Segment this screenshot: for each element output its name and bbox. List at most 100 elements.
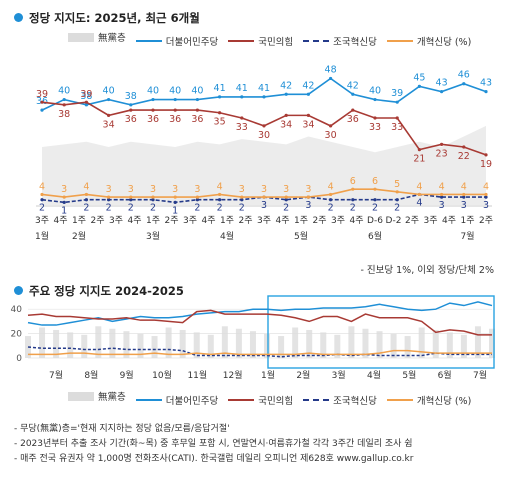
point-democratic xyxy=(195,97,199,102)
chart2-plot: 0 20 40 7월 8월 9월 10월 11월 12월 1월 2월 3월 4월 5월 6월 7월 xyxy=(11,295,495,381)
legend-label: 국민의힘 xyxy=(258,36,294,48)
point-democratic xyxy=(262,95,266,99)
data-label-democratic: 43 xyxy=(480,78,492,89)
point-rebuilding xyxy=(440,195,444,199)
data-label-democratic: 41 xyxy=(214,83,226,94)
week-tick-label: 2주 xyxy=(238,215,252,226)
month-tick-label: 2월 xyxy=(296,369,310,381)
point-reform xyxy=(417,192,421,197)
independent-bar xyxy=(320,332,327,358)
month-tick-label: 5월 xyxy=(294,230,308,242)
week-tick-label: 3주 xyxy=(35,215,49,226)
legend-label: 조국혁신당 xyxy=(333,36,377,48)
legend-label: 조국혁신당 xyxy=(333,395,377,407)
week-tick-label: 2주 xyxy=(312,215,326,226)
point-reform xyxy=(151,195,155,199)
data-label-democratic: 41 xyxy=(236,83,248,94)
independent-area xyxy=(42,125,486,205)
data-label-rebuilding: 2 xyxy=(194,203,200,214)
data-label-democratic: 42 xyxy=(302,80,314,91)
data-label-democratic: 40 xyxy=(103,86,115,97)
week-tick-label: 1주 xyxy=(146,215,160,226)
independent-bar xyxy=(123,331,130,358)
independent-bar xyxy=(334,334,341,358)
point-reform xyxy=(351,187,355,191)
month-tick-label: 3월 xyxy=(332,369,346,381)
point-democratic xyxy=(151,97,155,102)
data-label-ppp: 39 xyxy=(80,89,92,100)
point-rebuilding xyxy=(195,198,199,202)
independent-bar xyxy=(109,328,116,358)
legend-swatch-icon xyxy=(135,39,162,42)
week-tick-label: 2주 xyxy=(479,215,493,226)
independent-bar xyxy=(376,331,383,358)
month-tick-label: 9월 xyxy=(120,369,134,381)
data-label-reform: 3 xyxy=(150,184,156,195)
note-right: - 진보당 1%, 이외 정당/단체 2% xyxy=(360,265,494,276)
month-tick-label: 7월 xyxy=(460,230,474,242)
point-ppp xyxy=(173,108,177,112)
data-label-rebuilding: 2 xyxy=(350,203,356,214)
point-democratic xyxy=(373,97,377,102)
independent-bar xyxy=(362,328,369,358)
data-label-rebuilding: 2 xyxy=(39,203,45,214)
data-label-democratic: 39 xyxy=(391,88,403,99)
chart2-title: 주요 정당 지지도 2024-2025 xyxy=(14,283,184,299)
point-ppp xyxy=(62,103,66,107)
bullet-icon xyxy=(14,13,23,22)
point-ppp xyxy=(306,113,310,117)
point-rebuilding xyxy=(351,198,355,202)
data-label-ppp: 34 xyxy=(280,119,292,130)
week-tick-label: 3주 xyxy=(423,215,437,226)
data-label-rebuilding: 2 xyxy=(239,203,245,214)
legend-label: 국민의힘 xyxy=(258,395,294,407)
data-label-ppp: 34 xyxy=(302,119,314,130)
legend-swatch-icon xyxy=(303,398,330,401)
data-label-rebuilding: 1 xyxy=(61,205,67,216)
data-label-democratic: 40 xyxy=(191,86,203,97)
legend-item: 조국혁신당 xyxy=(303,393,377,407)
point-ppp xyxy=(262,124,266,128)
week-tick-label: 2주 xyxy=(90,215,104,226)
data-label-rebuilding: 4 xyxy=(416,197,422,208)
point-ppp xyxy=(351,108,355,112)
data-label-democratic: 40 xyxy=(147,86,159,97)
data-label-ppp: 36 xyxy=(347,114,359,125)
point-reform xyxy=(329,192,333,197)
point-ppp xyxy=(218,111,222,115)
data-label-rebuilding: 2 xyxy=(128,203,134,214)
point-reform xyxy=(107,195,111,199)
week-tick-label: 4주 xyxy=(53,215,67,226)
point-ppp xyxy=(484,153,488,157)
week-tick-label: 3주 xyxy=(109,215,123,226)
point-democratic xyxy=(218,95,222,99)
point-democratic xyxy=(484,90,488,94)
point-reform xyxy=(262,195,266,199)
legend-item: 無黨층 xyxy=(68,389,126,403)
point-ppp xyxy=(84,100,88,104)
independent-bar xyxy=(221,326,228,358)
point-democratic xyxy=(107,97,111,102)
data-label-ppp: 36 xyxy=(125,114,137,125)
point-rebuilding xyxy=(40,198,44,202)
point-democratic xyxy=(395,100,399,104)
point-rebuilding xyxy=(329,198,333,202)
point-rebuilding xyxy=(240,198,244,202)
week-tick-label: 1주 xyxy=(294,215,308,226)
data-label-reform: 6 xyxy=(372,176,378,187)
data-label-rebuilding: 3 xyxy=(483,200,489,211)
independent-bar xyxy=(165,327,172,358)
data-label-democratic: 40 xyxy=(58,86,70,97)
point-democratic xyxy=(62,97,66,102)
month-tick-label: 2월 xyxy=(72,230,86,242)
data-label-reform: 4 xyxy=(416,181,422,192)
point-ppp xyxy=(329,124,333,128)
independent-bar xyxy=(81,334,88,358)
point-reform xyxy=(395,190,399,194)
legend-item: 더불어민주당 xyxy=(135,34,218,48)
footnote-1: - 무당(無黨)층='현재 지지하는 정당 없음/모름/응답거절' xyxy=(14,424,230,434)
independent-bar xyxy=(432,329,439,358)
point-ppp xyxy=(240,116,244,120)
point-reform xyxy=(84,192,88,197)
week-tick-label: 4주 xyxy=(201,215,215,226)
